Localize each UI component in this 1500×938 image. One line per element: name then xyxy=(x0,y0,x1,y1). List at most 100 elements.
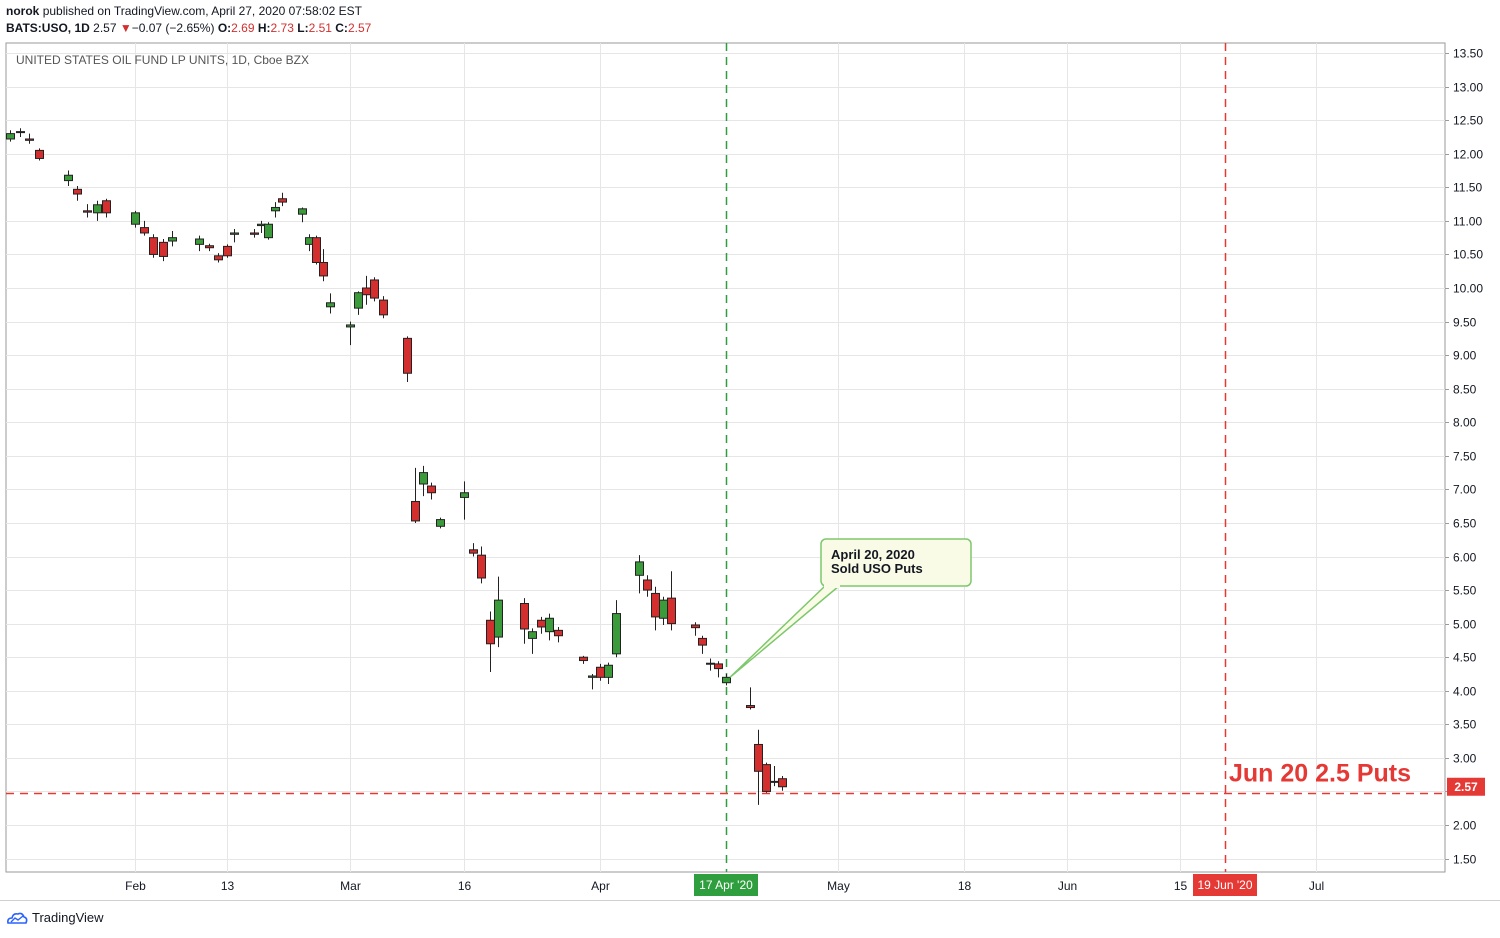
candle-body-down xyxy=(25,138,34,141)
high-value: 2.73 xyxy=(270,21,294,35)
callout-text: Sold USO Puts xyxy=(831,561,923,576)
date-badge-label: 19 Jun '20 xyxy=(1197,878,1252,892)
candle-body-up xyxy=(195,238,204,245)
candle xyxy=(64,170,73,186)
candle-body-down xyxy=(537,619,546,628)
y-tick-label: 5.50 xyxy=(1453,584,1477,598)
candle xyxy=(722,673,731,686)
puts-label: Jun 20 2.5 Puts xyxy=(1229,759,1411,787)
candle-body-down xyxy=(746,705,755,709)
candle xyxy=(250,228,259,238)
candle-body-down xyxy=(379,299,388,316)
candle-body-up xyxy=(460,492,469,498)
x-tick-label: Apr xyxy=(591,879,610,893)
last-price-label: 2.57 xyxy=(1454,780,1478,794)
published-text: published on TradingView.com, April 27, … xyxy=(42,4,363,18)
candle-body-down xyxy=(223,245,232,257)
y-tick-label: 10.50 xyxy=(1453,248,1483,262)
candle-body-down xyxy=(149,237,158,255)
candle-body-down xyxy=(667,597,676,625)
author-name[interactable]: norok xyxy=(6,4,40,18)
candle-body-up xyxy=(612,613,621,655)
y-tick-label: 4.50 xyxy=(1453,651,1477,665)
candle xyxy=(159,239,168,262)
candle-body-up xyxy=(635,561,644,576)
candle-body-down xyxy=(762,764,771,792)
candle xyxy=(131,210,140,228)
y-tick-label: 13.50 xyxy=(1453,47,1483,61)
candle-body-up xyxy=(419,472,428,485)
y-tick-label: 3.00 xyxy=(1453,752,1477,766)
high-label: H: xyxy=(257,21,271,35)
candle xyxy=(6,130,15,142)
close-label: C: xyxy=(335,21,348,35)
open-value: 2.69 xyxy=(231,21,255,35)
y-tick-label: 12.00 xyxy=(1453,148,1483,162)
low-label: L: xyxy=(297,21,309,35)
candle xyxy=(528,628,537,654)
x-tick-label: Mar xyxy=(340,879,361,893)
candle xyxy=(319,249,328,282)
candle-body-up xyxy=(168,237,177,242)
candle-body-down xyxy=(403,337,412,374)
candle-body-down xyxy=(140,227,149,234)
candle-body-down xyxy=(250,232,259,235)
candle xyxy=(604,662,613,685)
callout-gap xyxy=(824,584,840,588)
y-tick-label: 8.00 xyxy=(1453,416,1477,430)
candle xyxy=(419,465,428,497)
candle-body-down xyxy=(714,663,723,670)
candle xyxy=(554,626,563,643)
x-tick-label: 18 xyxy=(958,879,972,893)
candle xyxy=(195,235,204,252)
candle-body-down xyxy=(477,554,486,579)
candle-body-up xyxy=(230,232,239,235)
candle xyxy=(168,230,177,247)
last-price: 2.57 xyxy=(93,21,117,35)
candle-body-down xyxy=(362,287,371,296)
y-tick-label: 4.00 xyxy=(1453,685,1477,699)
tradingview-logo[interactable]: TradingView xyxy=(6,910,104,925)
y-tick-label: 9.00 xyxy=(1453,349,1477,363)
callout-pointer xyxy=(729,585,840,678)
date-badge xyxy=(1193,874,1257,896)
candle-body-down xyxy=(643,579,652,591)
candle-body-down xyxy=(16,131,25,134)
candle xyxy=(746,687,755,710)
candle xyxy=(778,776,787,791)
candle xyxy=(436,517,445,529)
candle xyxy=(214,253,223,263)
candle-body-down xyxy=(427,485,436,494)
symbol-label[interactable]: BATS:USO, 1D xyxy=(6,21,90,35)
candle-body-up xyxy=(346,324,355,328)
candle-body-down xyxy=(278,198,287,203)
y-tick-label: 9.50 xyxy=(1453,316,1477,330)
candle-body-up xyxy=(298,208,307,215)
candle-body-up xyxy=(354,292,363,309)
candle-body-down xyxy=(83,210,92,213)
candle-body-up xyxy=(436,519,445,527)
candle xyxy=(264,222,273,240)
x-tick-label: Jun xyxy=(1058,879,1077,893)
candle-body-up xyxy=(64,174,73,182)
candle-body-down xyxy=(706,662,715,665)
y-tick-label: 11.00 xyxy=(1453,215,1482,229)
candle-body-down xyxy=(319,262,328,277)
candle-body-down xyxy=(520,602,529,630)
candle-body-down xyxy=(778,778,787,788)
candle-body-down xyxy=(486,619,495,645)
callout-box xyxy=(820,538,972,587)
candle-body-down xyxy=(214,255,223,261)
y-tick-label: 7.50 xyxy=(1453,450,1477,464)
candle xyxy=(469,543,478,557)
change-down-icon: ▼ xyxy=(119,21,132,35)
candle-body-up xyxy=(722,676,731,684)
y-tick-label: 7.00 xyxy=(1453,483,1477,497)
x-tick-label: May xyxy=(827,879,850,893)
candle xyxy=(460,481,469,520)
candle-body-down xyxy=(73,188,82,195)
candle xyxy=(520,598,529,644)
candle xyxy=(73,185,82,201)
candle xyxy=(25,133,34,144)
